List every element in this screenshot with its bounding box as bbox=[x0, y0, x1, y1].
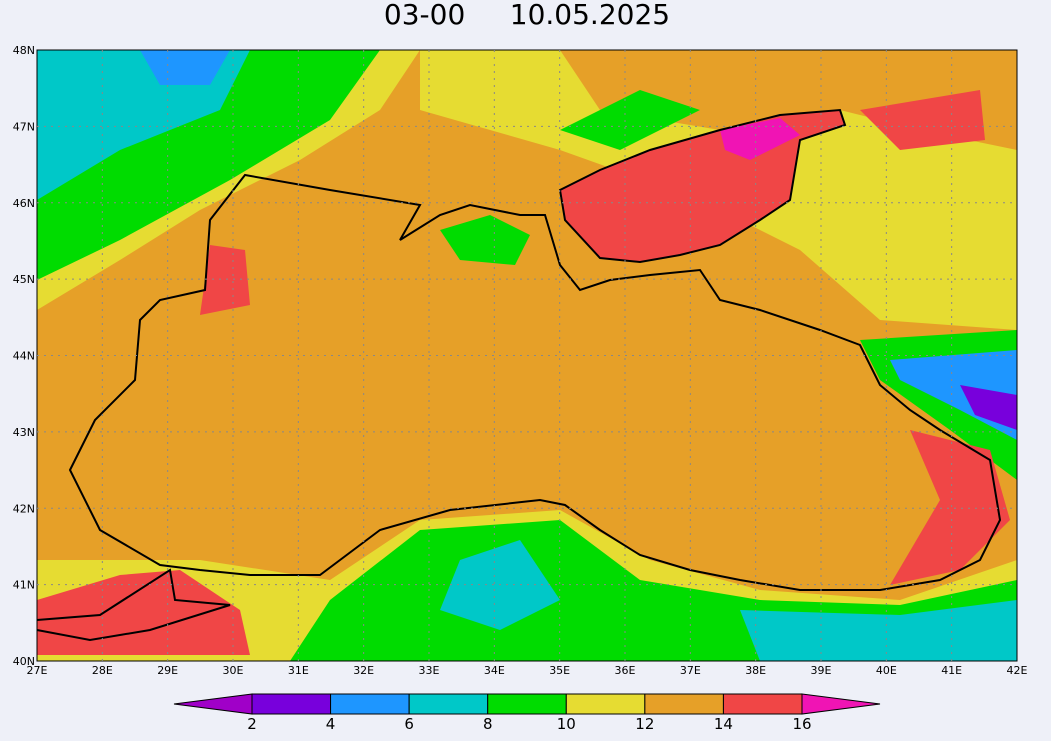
colorbar-label: 14 bbox=[714, 715, 733, 733]
colorbar-arrow bbox=[801, 693, 881, 715]
colorbar-segment bbox=[330, 693, 410, 715]
colorbar-segment bbox=[722, 693, 803, 715]
lon-label: 41E bbox=[941, 664, 962, 677]
colorbar-segment bbox=[565, 693, 646, 715]
colorbar-segment bbox=[251, 693, 332, 715]
region-red-sw bbox=[37, 570, 250, 655]
region-green-n bbox=[560, 90, 700, 150]
lat-label: 44N bbox=[13, 350, 35, 363]
colorbar-segment bbox=[408, 693, 489, 715]
colorbar-label: 10 bbox=[557, 715, 576, 733]
lon-label: 34E bbox=[484, 664, 505, 677]
lat-label: 47N bbox=[13, 120, 35, 133]
lon-label: 29E bbox=[157, 664, 178, 677]
colorbar-label: 2 bbox=[247, 715, 257, 733]
lon-label: 42E bbox=[1007, 664, 1028, 677]
lon-label: 30E bbox=[223, 664, 244, 677]
lon-label: 36E bbox=[615, 664, 636, 677]
lat-label: 45N bbox=[13, 273, 35, 286]
region-teal-s bbox=[440, 540, 1017, 661]
lat-label: 41N bbox=[13, 579, 35, 592]
colorbar-label: 4 bbox=[326, 715, 336, 733]
region-blue bbox=[140, 50, 230, 85]
azov-coastline bbox=[558, 108, 847, 264]
colorbar-segment bbox=[487, 693, 567, 715]
lon-label: 31E bbox=[288, 664, 309, 677]
lon-label: 33E bbox=[419, 664, 440, 677]
lon-label: 28E bbox=[92, 664, 113, 677]
coastline bbox=[68, 173, 1002, 591]
lon-label: 39E bbox=[811, 664, 832, 677]
lat-label: 43N bbox=[13, 426, 35, 439]
lat-label: 42N bbox=[13, 502, 35, 515]
graticule: 40N 41N 42N 43N 44N 45N 46N 47N 48N 27E 28E 29E 30E 3… bbox=[13, 44, 1028, 677]
lat-label: 48N bbox=[13, 44, 35, 57]
lon-label: 27E bbox=[27, 664, 48, 677]
lon-label: 32E bbox=[353, 664, 374, 677]
lon-label: 40E bbox=[876, 664, 897, 677]
colorbar: 2 4 6 8 10 12 14 16 bbox=[173, 693, 881, 733]
colorbar-label: 16 bbox=[792, 715, 811, 733]
region-violet-e bbox=[960, 385, 1017, 430]
region-green-crimea bbox=[440, 215, 530, 265]
colorbar-label: 12 bbox=[635, 715, 654, 733]
map bbox=[36, 49, 1018, 662]
lat-label: 40N bbox=[13, 655, 35, 668]
colorbar-label: 6 bbox=[404, 715, 414, 733]
region-red-e bbox=[890, 430, 1010, 585]
colorbar-arrow bbox=[173, 693, 253, 715]
lon-label: 35E bbox=[549, 664, 570, 677]
lat-label: 46N bbox=[13, 197, 35, 210]
lon-label: 37E bbox=[680, 664, 701, 677]
title: 03-00 10.05.2025 bbox=[384, 0, 670, 31]
colorbar-segment bbox=[644, 693, 724, 715]
region-magenta-azov bbox=[720, 118, 800, 160]
lon-label: 38E bbox=[745, 664, 766, 677]
region-red-small bbox=[200, 90, 985, 315]
marmara-coastline bbox=[36, 568, 231, 642]
region-teal bbox=[37, 50, 250, 200]
colorbar-label: 8 bbox=[483, 715, 493, 733]
